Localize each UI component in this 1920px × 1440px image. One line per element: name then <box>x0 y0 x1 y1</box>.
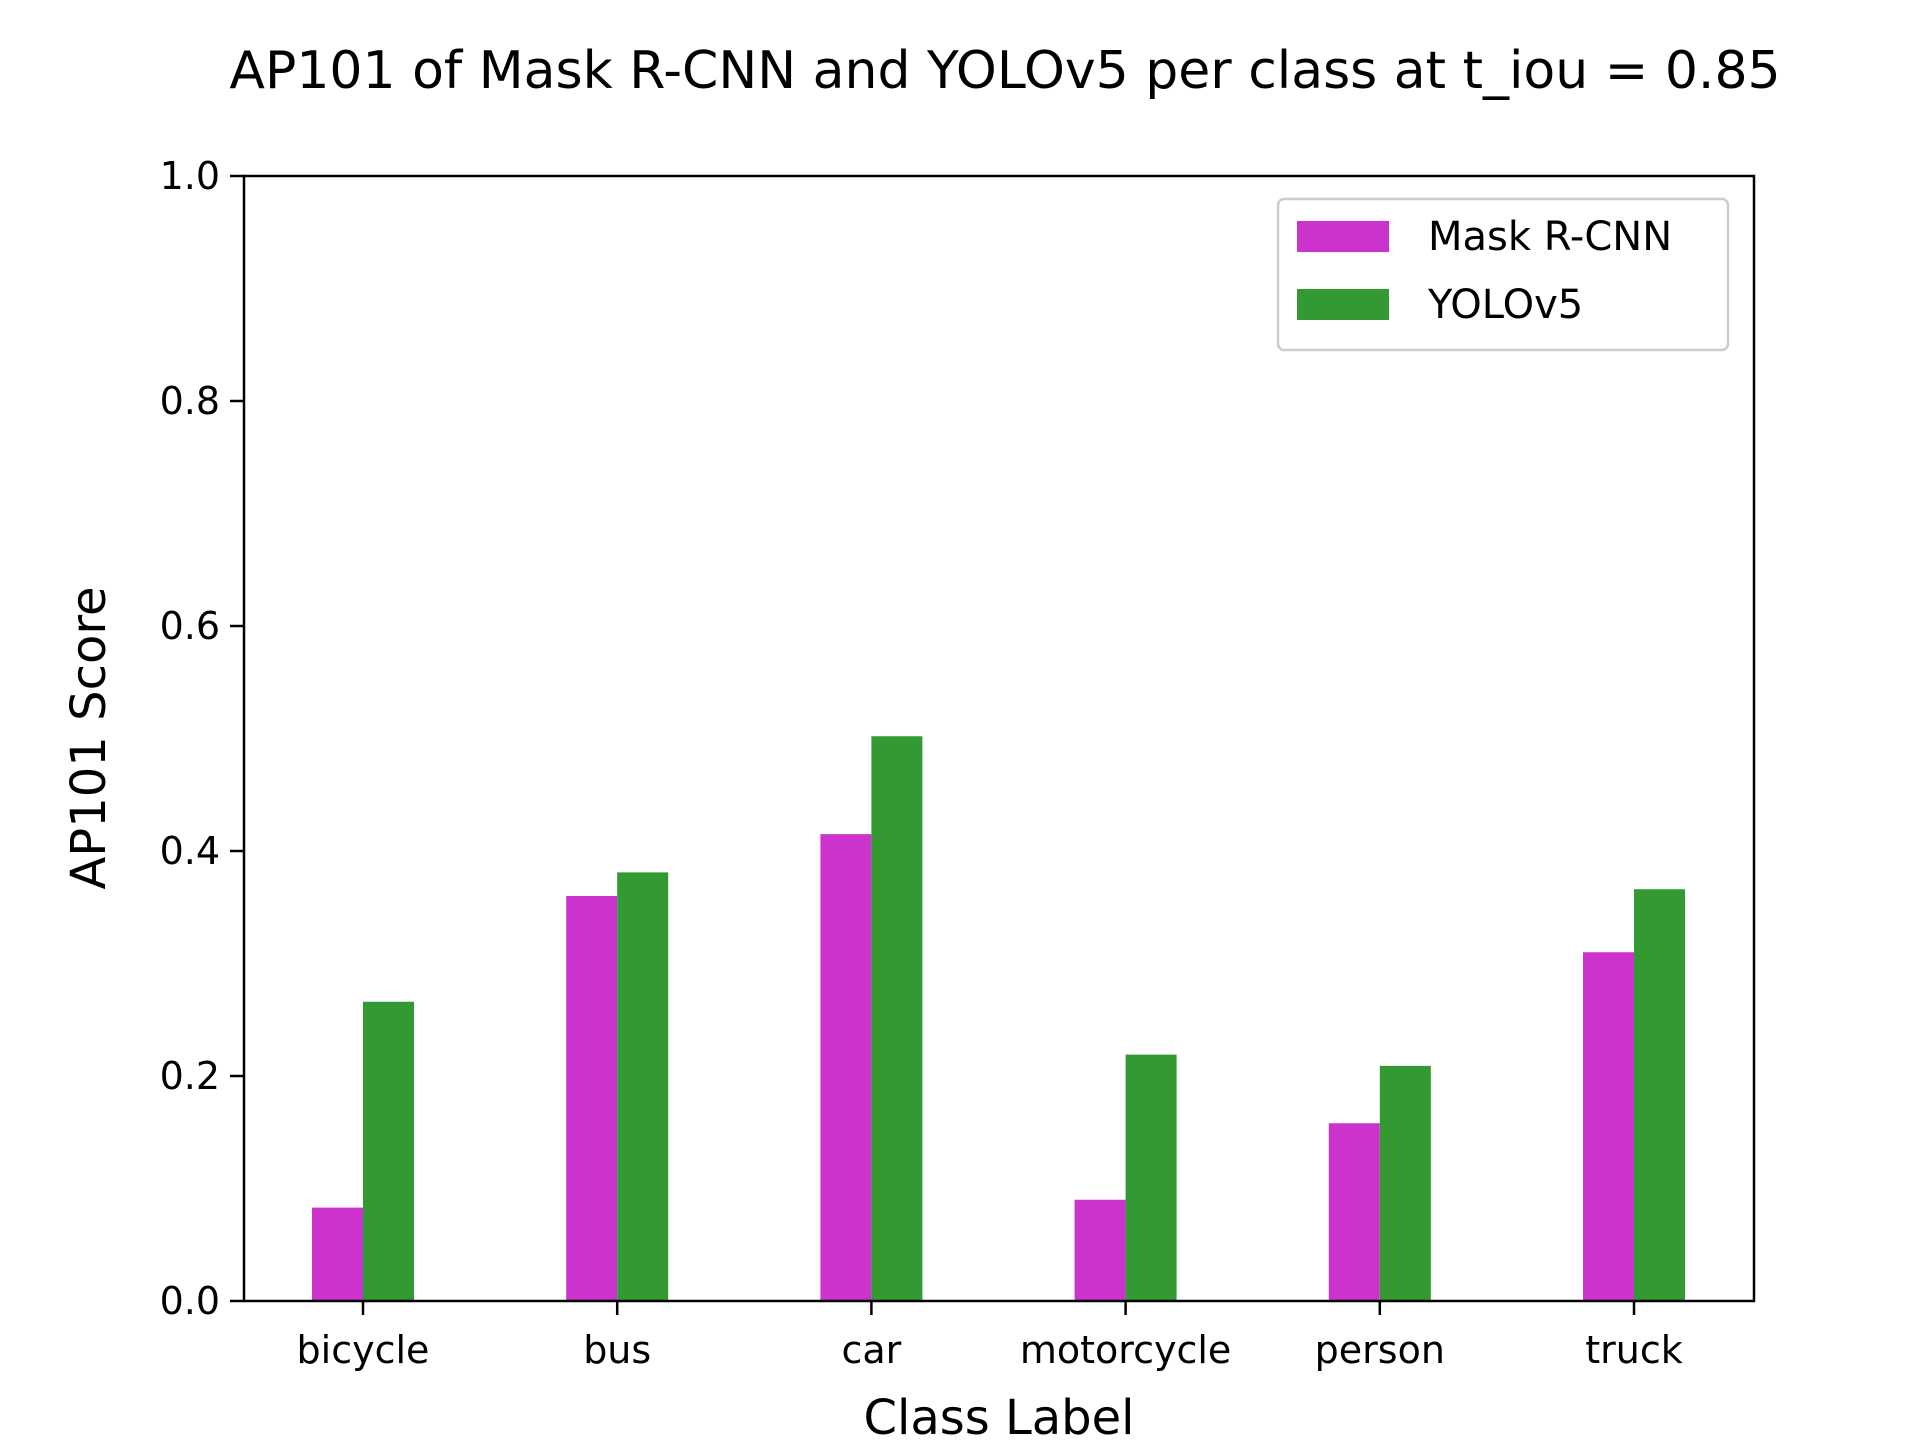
bar-yolov5-car <box>871 736 923 1301</box>
legend: Mask R-CNN YOLOv5 <box>1276 197 1730 352</box>
bars-group <box>312 736 1685 1301</box>
x-tick-label: motorcycle <box>1020 1328 1231 1372</box>
plot-frame <box>242 174 1756 1303</box>
bar-yolov5-motorcycle <box>1125 1054 1177 1301</box>
x-tick-label: bicycle <box>297 1328 430 1372</box>
y-axis: 0.0 0.2 0.4 0.6 0.8 1.0 <box>160 154 244 1323</box>
bar-yolov5-bus <box>617 872 669 1301</box>
bar-mask-r-cnn-person <box>1328 1123 1380 1301</box>
x-tick-label: bus <box>583 1328 651 1372</box>
y-tick-label: 0.8 <box>160 379 220 423</box>
x-axis: bicycle bus car motorcycle person truck <box>297 1301 1683 1372</box>
y-tick-label: 0.2 <box>160 1054 220 1098</box>
legend-swatch <box>1297 221 1389 252</box>
bar-mask-r-cnn-car <box>820 834 872 1301</box>
y-tick-label: 0.6 <box>160 604 220 648</box>
legend-swatch <box>1297 289 1389 320</box>
x-tick-label: truck <box>1585 1328 1683 1372</box>
legend-label: YOLOv5 <box>1427 282 1583 328</box>
bar-mask-r-cnn-motorcycle <box>1074 1199 1126 1301</box>
bar-yolov5-truck <box>1634 889 1685 1301</box>
bar-yolov5-person <box>1379 1065 1431 1301</box>
y-tick-label: 0.4 <box>160 829 220 873</box>
y-tick-label: 1.0 <box>160 154 220 198</box>
y-axis-label: AP101 Score <box>61 586 117 889</box>
chart-title: AP101 of Mask R-CNN and YOLOv5 per class… <box>229 41 1780 101</box>
x-tick-label: person <box>1315 1328 1445 1372</box>
legend-label: Mask R-CNN <box>1428 214 1672 260</box>
bar-mask-r-cnn-bus <box>566 896 618 1301</box>
x-axis-label: Class Label <box>863 1390 1134 1440</box>
bar-mask-r-cnn-truck <box>1583 952 1634 1301</box>
y-tick-label: 0.0 <box>160 1279 220 1323</box>
bar-yolov5-bicycle <box>363 1001 414 1301</box>
bar-mask-r-cnn-bicycle <box>312 1207 363 1301</box>
x-tick-label: car <box>841 1328 901 1372</box>
legend-box <box>1276 197 1730 352</box>
